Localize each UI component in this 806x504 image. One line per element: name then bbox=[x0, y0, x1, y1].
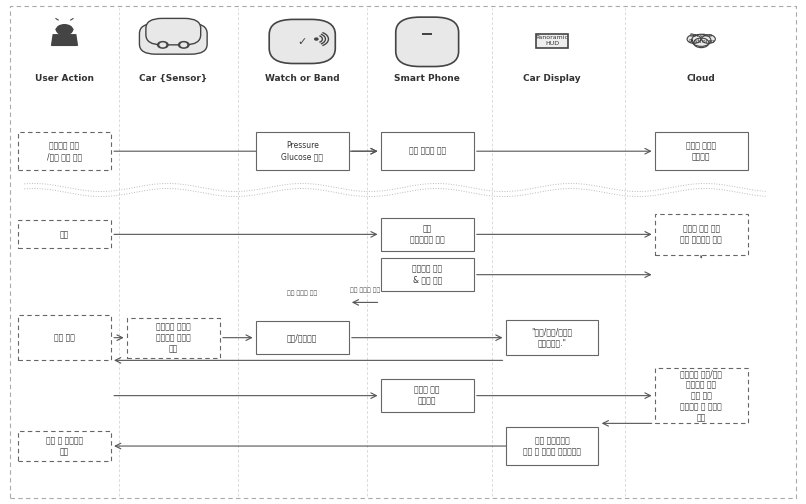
Text: 혈알/혈당체크: 혈알/혈당체크 bbox=[287, 333, 318, 342]
Bar bbox=[297, 31, 307, 34]
FancyBboxPatch shape bbox=[269, 20, 335, 64]
Bar bbox=[256, 133, 349, 170]
Circle shape bbox=[692, 34, 711, 46]
Circle shape bbox=[687, 35, 701, 43]
Text: ✓: ✓ bbox=[297, 37, 307, 46]
Bar bbox=[18, 315, 111, 360]
Bar bbox=[381, 218, 474, 250]
Text: 정보게시 요청
& 푸시 알림: 정보게시 요청 & 푸시 알림 bbox=[412, 265, 442, 285]
Bar bbox=[18, 220, 111, 248]
Text: Car {Sensor}: Car {Sensor} bbox=[139, 74, 207, 83]
Text: 결과 디스플레이
필요 시 가이드 디스플레이: 결과 디스플레이 필요 시 가이드 디스플레이 bbox=[523, 436, 581, 456]
Text: 사용자 정보 분석
필요 체크요소 전송: 사용자 정보 분석 필요 체크요소 전송 bbox=[680, 224, 722, 244]
Text: Service
Platform: Service Platform bbox=[688, 33, 714, 44]
Text: User Action: User Action bbox=[35, 74, 94, 83]
Text: 알켨 시작시 전송: 알켨 시작시 전송 bbox=[350, 288, 380, 293]
Text: 사용자 데이터
지속관리: 사용자 데이터 지속관리 bbox=[686, 141, 717, 161]
Text: 생체신호 발생
/소스 일상 관리: 생체신호 발생 /소스 일상 관리 bbox=[47, 141, 82, 161]
Text: 탑승: 탑승 bbox=[60, 230, 69, 239]
Text: Panoramic
HUD: Panoramic HUD bbox=[536, 35, 568, 46]
Text: 스티어링 센서가
호흡상의 알켨를
체크: 스티어링 센서가 호흡상의 알켨를 체크 bbox=[156, 322, 191, 353]
FancyBboxPatch shape bbox=[396, 17, 459, 67]
Text: Car Display: Car Display bbox=[523, 74, 581, 83]
Text: 클라우드 저장/관리
생체신호 분석
결과 전송
이상발생 시 가이드
전송: 클라우드 저장/관리 생체신호 분석 결과 전송 이상발생 시 가이드 전송 bbox=[680, 369, 722, 422]
Polygon shape bbox=[52, 35, 77, 45]
Text: Smart Phone: Smart Phone bbox=[394, 74, 460, 83]
Bar bbox=[381, 259, 474, 291]
Circle shape bbox=[701, 35, 716, 43]
Text: 분석 데이터 전송: 분석 데이터 전송 bbox=[409, 147, 446, 156]
Text: 확인 선상: 확인 선상 bbox=[54, 333, 75, 342]
Circle shape bbox=[181, 43, 187, 47]
Text: Pressure
Glucose 측정: Pressure Glucose 측정 bbox=[281, 141, 323, 161]
Bar bbox=[18, 431, 111, 461]
FancyBboxPatch shape bbox=[146, 19, 201, 45]
Circle shape bbox=[179, 41, 189, 48]
Circle shape bbox=[56, 25, 73, 35]
Bar bbox=[127, 318, 219, 358]
Bar bbox=[506, 320, 598, 355]
Circle shape bbox=[160, 43, 166, 47]
Text: 데이터 회합
분석요청: 데이터 회합 분석요청 bbox=[414, 386, 440, 406]
Bar bbox=[536, 34, 568, 48]
FancyBboxPatch shape bbox=[139, 23, 207, 54]
Bar bbox=[381, 379, 474, 412]
Circle shape bbox=[157, 41, 168, 48]
Text: Watch or Band: Watch or Band bbox=[265, 74, 339, 83]
Bar bbox=[297, 45, 307, 48]
Bar bbox=[381, 133, 474, 170]
Bar bbox=[654, 214, 748, 255]
Text: 도맘
사용자분석 모드: 도맘 사용자분석 모드 bbox=[409, 224, 445, 244]
Bar bbox=[654, 368, 748, 423]
Bar bbox=[18, 133, 111, 170]
Text: "혈알/혈당/알켨를
체크합니다.": "혈알/혈당/알켨를 체크합니다." bbox=[531, 328, 573, 348]
Bar bbox=[654, 133, 748, 170]
Text: 확인 후 리마인드
알림: 확인 후 리마인드 알림 bbox=[46, 436, 83, 456]
Bar bbox=[422, 33, 432, 35]
Text: 알켨 시작시 전송: 알켨 시작시 전송 bbox=[287, 291, 318, 296]
Text: Cloud: Cloud bbox=[687, 74, 716, 83]
Circle shape bbox=[314, 38, 318, 40]
Circle shape bbox=[693, 38, 709, 48]
Bar bbox=[506, 427, 598, 465]
Bar bbox=[256, 322, 349, 354]
